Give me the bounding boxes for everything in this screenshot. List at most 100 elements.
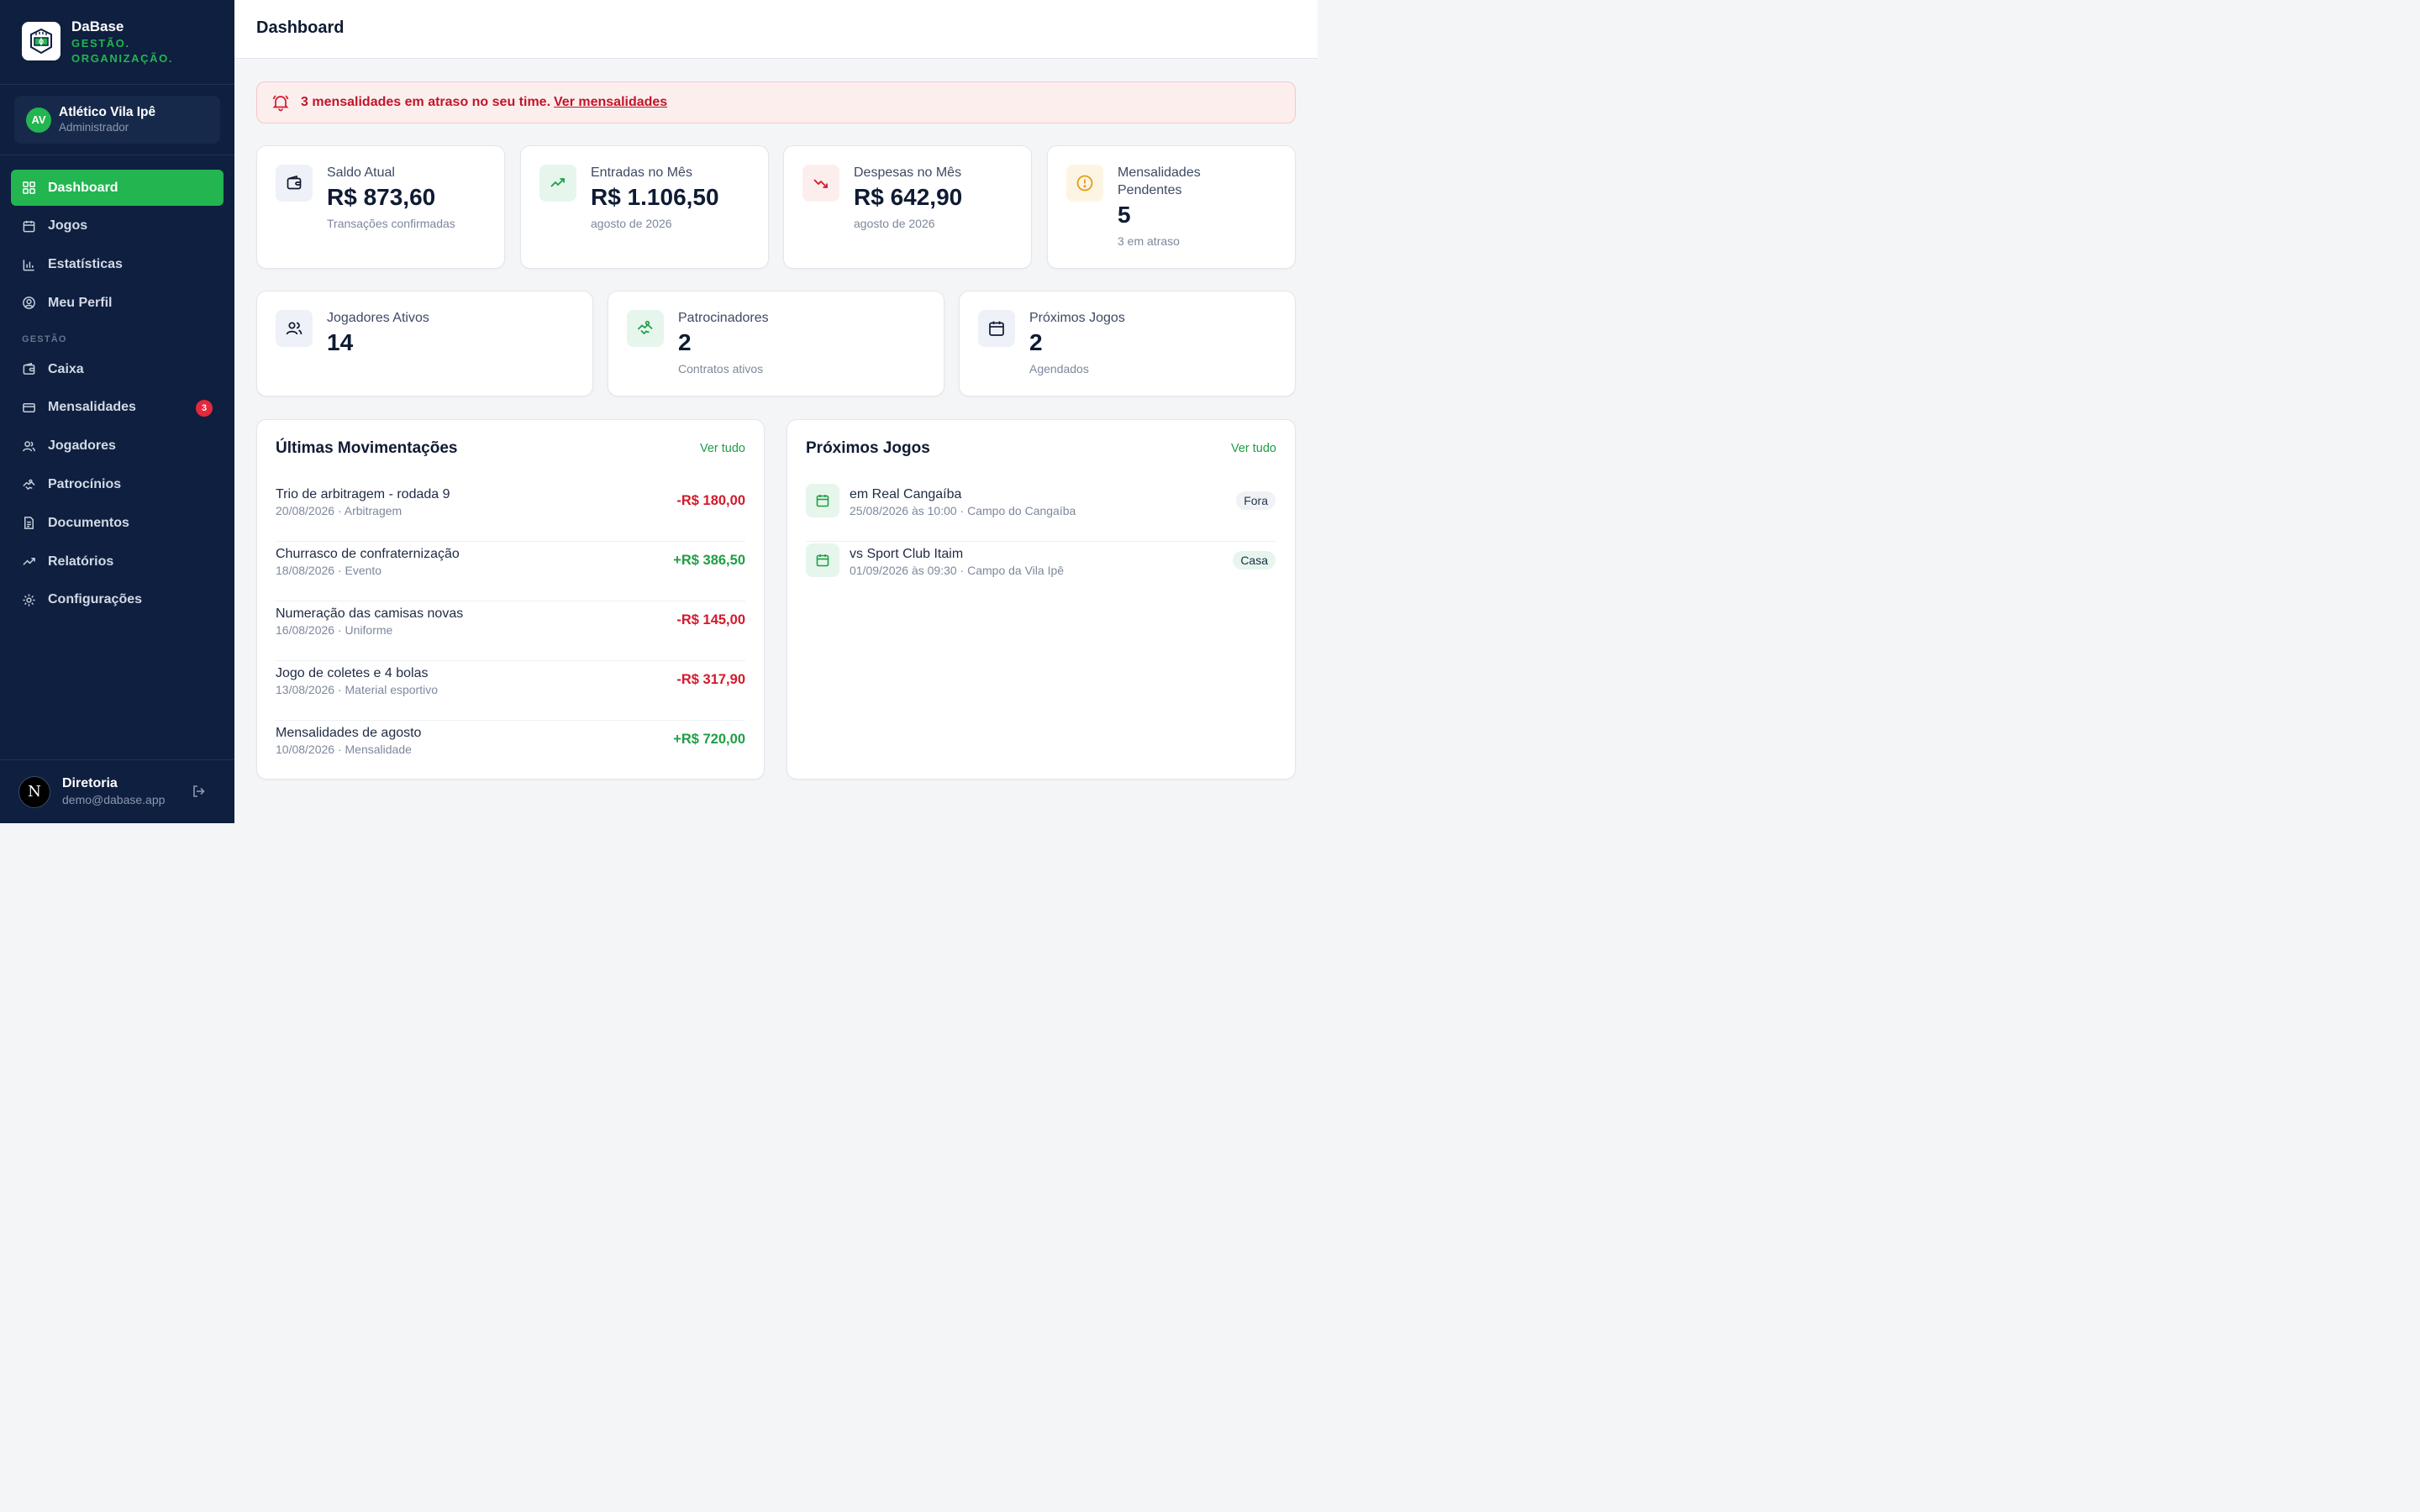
stat-label: Patrocinadores	[678, 311, 769, 325]
brand-tagline: ORGANIZAÇÃO.	[71, 52, 174, 65]
sidebar-item-jogos[interactable]: Jogos	[11, 208, 224, 244]
sidebar-item-perfil[interactable]: Meu Perfil	[11, 285, 224, 321]
alert-message: 3 mensalidades em atraso no seu time.	[301, 95, 551, 109]
user-menu: N Diretoria demo@dabase.app	[0, 759, 234, 823]
game-opponent: em Real Cangaíba	[850, 487, 962, 501]
transaction-amount: -R$ 180,00	[676, 493, 745, 508]
transactions-panel: Últimas Movimentações Ver tudo Trio de a…	[256, 419, 765, 780]
sidebar-item-dashboard[interactable]: Dashboard	[11, 170, 224, 206]
transaction-meta: 13/08/2026 · Material esportivo	[276, 683, 438, 696]
overdue-alert: 3 mensalidades em atraso no seu time. Ve…	[256, 81, 1296, 123]
transaction-title: Mensalidades de agosto	[276, 726, 422, 740]
sidebar-item-label: Dashboard	[48, 180, 118, 195]
transaction-title: Churrasco de confraternização	[276, 547, 460, 561]
see-all-games-link[interactable]: Ver tudo	[1230, 442, 1276, 455]
calendar-icon	[978, 310, 1015, 347]
sidebar-item-label: Estatísticas	[48, 257, 123, 272]
bell-icon	[272, 95, 289, 112]
transaction-meta: 18/08/2026 · Evento	[276, 564, 382, 577]
stat-card-proximos-jogos[interactable]: Próximos Jogos 2 Agendados	[959, 291, 1296, 396]
transaction-row[interactable]: Churrasco de confraternização 18/08/2026…	[276, 542, 745, 601]
transaction-row[interactable]: Jogo de coletes e 4 bolas 13/08/2026 · M…	[276, 661, 745, 721]
stat-sub: agosto de 2026	[854, 217, 935, 230]
game-row[interactable]: vs Sport Club Itaim 01/09/2026 às 09:30 …	[806, 542, 1276, 601]
stat-card-patrocinadores[interactable]: Patrocinadores 2 Contratos ativos	[608, 291, 944, 396]
transaction-row[interactable]: Trio de arbitragem - rodada 9 20/08/2026…	[276, 482, 745, 542]
brand-logo[interactable]	[22, 22, 60, 60]
stat-sub: Contratos ativos	[678, 362, 764, 375]
transaction-amount: +R$ 386,50	[673, 553, 745, 568]
sidebar-item-label: Configurações	[48, 592, 143, 607]
mensalidades-count-badge: 3	[196, 399, 213, 417]
stat-label: Saldo Atual	[327, 165, 395, 180]
see-all-transactions-link[interactable]: Ver tudo	[699, 442, 745, 455]
stat-label: Despesas no Mês	[854, 165, 962, 180]
trending-down-icon	[802, 165, 839, 202]
game-row[interactable]: em Real Cangaíba 25/08/2026 às 10:00 · C…	[806, 482, 1276, 542]
sidebar-item-relatorios[interactable]: Relatórios	[11, 543, 224, 580]
users-icon	[276, 310, 313, 347]
stat-card-jogadores[interactable]: Jogadores Ativos 14	[256, 291, 593, 396]
logout-icon	[193, 785, 205, 797]
transaction-row[interactable]: Mensalidades de agosto 10/08/2026 · Mens…	[276, 721, 745, 780]
sidebar-item-configuracoes[interactable]: Configurações	[11, 582, 224, 618]
transaction-row[interactable]: Numeração das camisas novas 16/08/2026 ·…	[276, 601, 745, 661]
team-role: Administrador	[59, 121, 129, 134]
transaction-amount: -R$ 145,00	[676, 612, 745, 627]
users-icon	[23, 441, 35, 452]
team-switcher[interactable]: AV Atlético Vila Ipê Administrador	[14, 96, 220, 144]
stat-label: Pendentes	[1118, 183, 1182, 197]
logout-button[interactable]	[192, 784, 207, 803]
stat-value: R$ 642,90	[854, 184, 963, 210]
team-name: Atlético Vila Ipê	[59, 105, 156, 119]
calendar-icon	[23, 220, 35, 233]
team-avatar: AV	[26, 107, 51, 133]
sidebar-item-label: Mensalidades	[48, 400, 136, 415]
sidebar-item-jogadores[interactable]: Jogadores	[11, 428, 224, 465]
stat-card-saldo[interactable]: Saldo Atual R$ 873,60 Transações confirm…	[256, 145, 505, 269]
sidebar-item-label: Jogos	[48, 218, 88, 234]
sidebar-item-estatisticas[interactable]: Estatísticas	[11, 247, 224, 283]
sidebar-item-mensalidades[interactable]: Mensalidades 3	[11, 390, 224, 426]
stat-value: R$ 873,60	[327, 184, 436, 210]
transaction-title: Trio de arbitragem - rodada 9	[276, 487, 450, 501]
document-icon	[24, 517, 34, 530]
alert-link[interactable]: Ver mensalidades	[554, 95, 668, 109]
brand: DaBase GESTÃO. ORGANIZAÇÃO.	[0, 0, 234, 85]
sidebar-item-patrocinios[interactable]: Patrocínios	[11, 467, 224, 503]
sidebar-item-label: Patrocínios	[48, 477, 122, 492]
stat-card-despesas[interactable]: Despesas no Mês R$ 642,90 agosto de 2026	[783, 145, 1032, 269]
transaction-meta: 10/08/2026 · Mensalidade	[276, 743, 412, 756]
sidebar-item-label: Meu Perfil	[48, 295, 113, 310]
stat-value: 5	[1118, 202, 1131, 228]
sidebar-item-documentos[interactable]: Documentos	[11, 505, 224, 541]
alert-circle-icon	[1066, 165, 1103, 202]
sidebar: DaBase GESTÃO. ORGANIZAÇÃO. AV Atlético …	[0, 0, 234, 823]
user-avatar[interactable]: N	[18, 775, 50, 808]
stat-sub: 3 em atraso	[1118, 234, 1180, 248]
transaction-amount: +R$ 720,00	[673, 732, 745, 747]
brand-name: DaBase	[71, 18, 124, 34]
stat-card-mensalidades[interactable]: Mensalidades Pendentes 5 3 em atraso	[1047, 145, 1296, 269]
user-email: demo@dabase.app	[62, 793, 166, 806]
game-opponent: vs Sport Club Itaim	[850, 547, 964, 561]
stat-label: Entradas no Mês	[591, 165, 692, 180]
game-location-badge: Fora	[1236, 491, 1276, 510]
top-bar: Dashboard	[234, 0, 1318, 59]
wallet-icon	[23, 363, 35, 375]
sidebar-item-caixa[interactable]: Caixa	[11, 351, 224, 387]
nav-section-gestao: GESTÃO	[22, 334, 67, 345]
sidebar-item-label: Jogadores	[48, 438, 116, 454]
stat-value: 2	[678, 329, 692, 355]
stat-value: 2	[1029, 329, 1043, 355]
stat-value: 14	[327, 329, 354, 355]
upcoming-games-panel: Próximos Jogos Ver tudo em Real Cangaíba…	[786, 419, 1296, 780]
calendar-icon	[806, 484, 839, 517]
transaction-meta: 16/08/2026 · Uniforme	[276, 623, 393, 637]
brand-tagline: GESTÃO.	[71, 37, 130, 50]
stadium-icon	[30, 28, 52, 55]
user-name: Diretoria	[62, 776, 118, 790]
credit-card-icon	[23, 403, 35, 412]
transaction-meta: 20/08/2026 · Arbitragem	[276, 504, 402, 517]
stat-card-entradas[interactable]: Entradas no Mês R$ 1.106,50 agosto de 20…	[520, 145, 769, 269]
